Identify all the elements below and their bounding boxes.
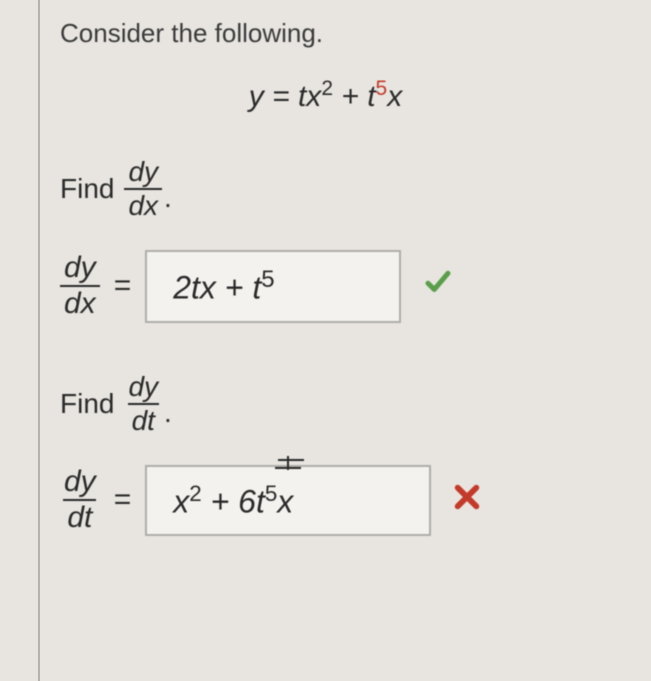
- find-dy-dx-label: Find dy dx .: [60, 158, 651, 220]
- prompt-text: Consider the following.: [60, 18, 651, 49]
- find-dy-dt-label: Find dy dt .: [60, 373, 651, 435]
- text-cursor: [278, 459, 298, 475]
- cross-icon: [453, 481, 481, 520]
- given-equation: y = tx2 + t5x: [60, 77, 651, 114]
- answer-input-1[interactable]: 2tx + t5: [145, 250, 401, 323]
- answer-row-2: dy dt = x2 + 6t5x: [60, 465, 651, 537]
- answer-row-1: dy dx = 2tx + t5: [60, 250, 651, 323]
- check-icon: [423, 267, 453, 306]
- answer-input-2[interactable]: x2 + 6t5x: [145, 465, 431, 537]
